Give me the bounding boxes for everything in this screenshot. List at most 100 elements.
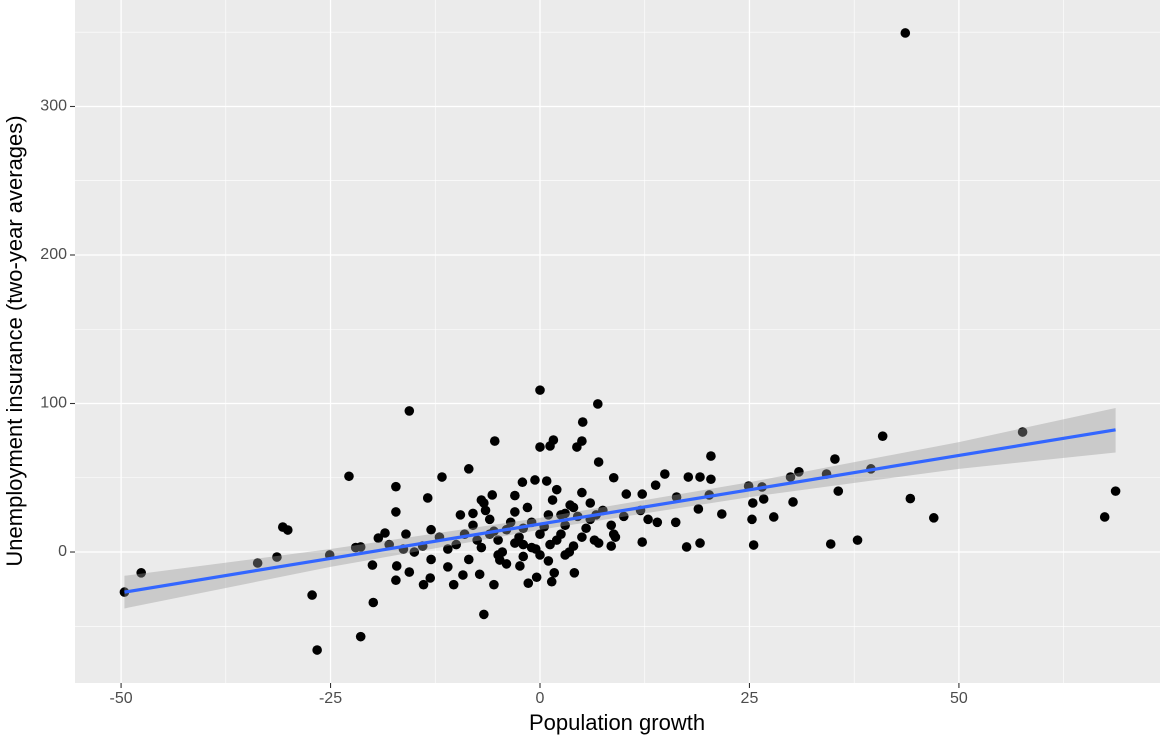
- point: [283, 525, 293, 535]
- point: [448, 579, 459, 590]
- point: [380, 528, 390, 538]
- point: [479, 609, 489, 620]
- point: [1110, 486, 1121, 496]
- point: [425, 573, 436, 583]
- point: [593, 457, 604, 467]
- point: [585, 498, 596, 508]
- point: [487, 490, 498, 500]
- point: [556, 529, 566, 539]
- point: [517, 477, 528, 488]
- point: [788, 497, 798, 507]
- point: [652, 517, 663, 528]
- point: [748, 498, 758, 508]
- point: [401, 529, 411, 539]
- x-tick-label: 25: [741, 690, 759, 707]
- point: [706, 451, 716, 461]
- point: [671, 492, 682, 502]
- point: [560, 550, 570, 560]
- point: [577, 532, 587, 542]
- point: [523, 578, 534, 589]
- point: [493, 535, 503, 545]
- point: [510, 507, 520, 517]
- point: [307, 590, 317, 600]
- point: [572, 442, 582, 452]
- y-tick-label: 100: [40, 395, 67, 412]
- x-tick-label: 0: [536, 690, 545, 707]
- fit-line: [124, 428, 1116, 594]
- point: [545, 539, 555, 550]
- point: [409, 547, 420, 557]
- point: [877, 431, 888, 441]
- point: [577, 487, 587, 498]
- point: [404, 567, 415, 577]
- point: [852, 535, 863, 545]
- point: [621, 489, 632, 499]
- point: [443, 562, 453, 572]
- point: [637, 537, 648, 547]
- point: [515, 561, 525, 571]
- point: [548, 435, 559, 445]
- point: [606, 541, 617, 551]
- point: [505, 517, 516, 528]
- point: [367, 560, 378, 570]
- point: [426, 554, 436, 565]
- point: [546, 576, 557, 587]
- point: [683, 472, 694, 482]
- point: [535, 385, 545, 395]
- point: [581, 523, 591, 534]
- point: [451, 539, 462, 550]
- point: [681, 542, 692, 552]
- y-tick-label: 300: [40, 98, 67, 115]
- x-tick-label: -25: [319, 690, 342, 707]
- point: [472, 535, 482, 545]
- point: [510, 538, 520, 548]
- point: [252, 558, 263, 568]
- point: [560, 508, 570, 519]
- point: [344, 471, 354, 482]
- point: [577, 417, 588, 427]
- point: [458, 570, 468, 580]
- point: [900, 28, 911, 38]
- point: [455, 510, 466, 520]
- point: [768, 512, 779, 522]
- point: [535, 442, 545, 452]
- confidence-band: [124, 407, 1116, 609]
- point: [476, 495, 487, 505]
- y-axis-title: Unemployment insurance (two-year average…: [2, 115, 27, 566]
- point: [526, 542, 537, 553]
- point: [830, 454, 840, 464]
- point: [785, 472, 796, 482]
- point: [608, 472, 619, 483]
- point: [518, 539, 529, 550]
- point: [510, 490, 520, 501]
- point: [535, 529, 545, 539]
- point: [426, 524, 436, 535]
- point: [531, 572, 542, 583]
- point: [717, 509, 727, 519]
- point: [474, 569, 485, 580]
- point: [437, 472, 447, 482]
- point: [468, 520, 478, 531]
- point: [489, 436, 500, 446]
- point: [747, 514, 757, 525]
- point: [650, 480, 661, 490]
- point: [355, 631, 366, 642]
- point: [928, 513, 939, 523]
- y-tick-label: 200: [40, 246, 67, 263]
- point: [549, 568, 560, 578]
- point: [391, 575, 401, 586]
- point: [660, 469, 670, 479]
- point: [391, 481, 401, 492]
- point: [535, 550, 545, 560]
- point: [422, 493, 433, 503]
- point: [443, 544, 453, 554]
- point: [543, 556, 554, 566]
- point: [404, 406, 415, 416]
- point: [568, 502, 579, 513]
- point: [541, 476, 552, 486]
- point: [1099, 512, 1110, 522]
- point: [547, 495, 558, 505]
- point: [373, 533, 384, 543]
- point: [618, 511, 629, 522]
- point: [695, 472, 705, 482]
